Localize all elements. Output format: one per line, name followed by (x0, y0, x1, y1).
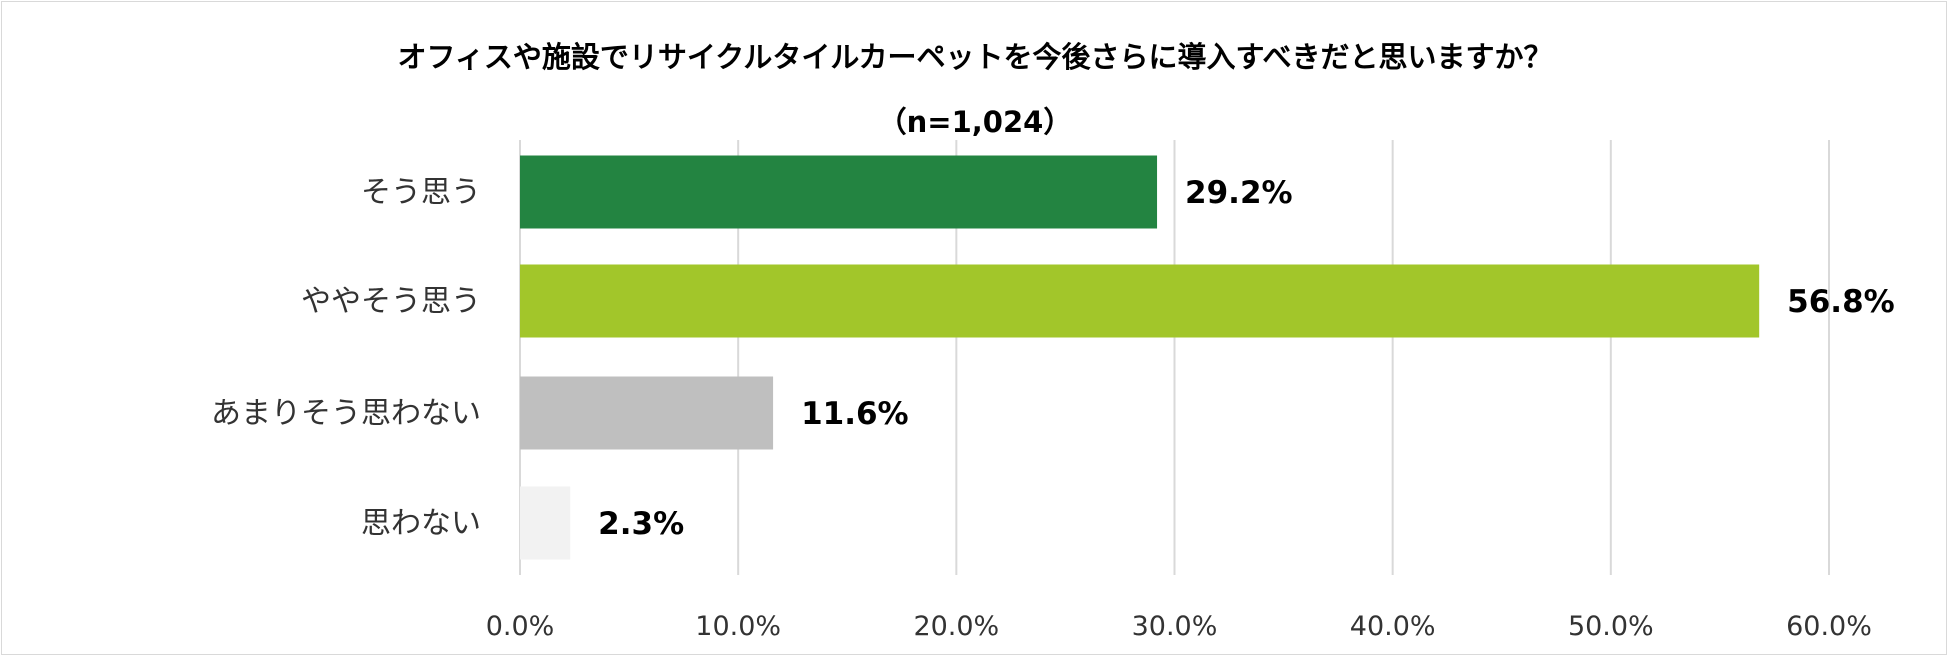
x-tick-label: 40.0% (1350, 611, 1436, 642)
x-tick-label: 10.0% (695, 611, 781, 642)
x-tick-label: 30.0% (1132, 611, 1218, 642)
category-label: そう思う (361, 175, 481, 210)
data-label: 29.2% (1185, 175, 1293, 211)
category-label: ややそう思う (301, 284, 481, 319)
x-tick-label: 0.0% (486, 611, 555, 642)
category-label: あまりそう思わない (211, 396, 481, 431)
bar (520, 155, 1158, 229)
chart-subtitle: （n=1,024） (877, 105, 1073, 139)
x-tick-label: 60.0% (1786, 611, 1872, 642)
data-label: 56.8% (1787, 284, 1895, 320)
bar (520, 486, 571, 560)
bar (520, 376, 774, 450)
data-label: 11.6% (801, 396, 909, 432)
category-label: 思わない (361, 506, 481, 541)
data-label: 2.3% (598, 506, 684, 542)
bar (520, 264, 1760, 338)
x-tick-label: 20.0% (913, 611, 999, 642)
x-tick-label: 50.0% (1568, 611, 1654, 642)
chart-title: オフィスや施設でリサイクルタイルカーペットを今後さらに導入すべきだと思いますか？ (397, 40, 1553, 74)
